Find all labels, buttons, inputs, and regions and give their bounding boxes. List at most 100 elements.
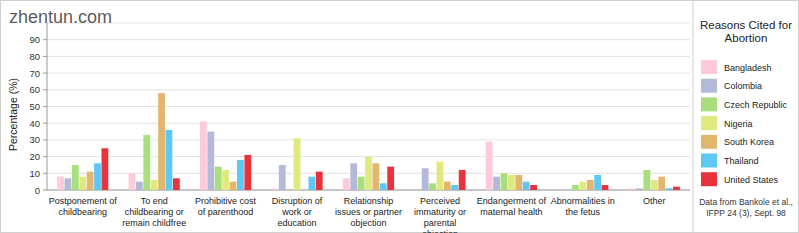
bar bbox=[57, 177, 64, 190]
y-tick-label: 20 bbox=[29, 151, 40, 162]
tick bbox=[43, 106, 47, 107]
legend-label: Colombia bbox=[724, 81, 762, 91]
text-line: Prohibitive cost bbox=[195, 196, 257, 206]
tick bbox=[43, 173, 47, 174]
bar bbox=[557, 190, 564, 191]
bar bbox=[380, 183, 387, 190]
bar bbox=[94, 163, 101, 190]
bar bbox=[451, 185, 458, 190]
text-line: To end bbox=[141, 196, 168, 206]
chart: 0102030405060708090Percentage (%)Postpon… bbox=[0, 0, 799, 233]
bar bbox=[636, 188, 643, 190]
legend: Reasons Cited forAbortion Bangladesh Colom… bbox=[700, 19, 792, 186]
y-tick-label: 0 bbox=[35, 185, 40, 196]
bar bbox=[486, 142, 493, 190]
x-tick-label: Abnormalities inthe fetus bbox=[551, 196, 615, 217]
watermark: zhentun.com bbox=[9, 7, 112, 27]
text-line: IFPP 24 (3), Sept. 98 bbox=[706, 208, 786, 218]
bar bbox=[444, 182, 451, 190]
legend-swatch bbox=[701, 154, 717, 168]
bar bbox=[79, 177, 86, 190]
x-tick-label: Perceivedimmaturity orparentalobjection bbox=[414, 196, 466, 233]
text-line: Endangerment of bbox=[477, 196, 547, 206]
text-line: maternal health bbox=[480, 207, 542, 217]
text-line: objection bbox=[350, 218, 386, 228]
text-line: Relationship bbox=[344, 196, 394, 206]
bar bbox=[279, 165, 286, 190]
text-line: remain childfree bbox=[122, 218, 186, 228]
grid-line bbox=[47, 123, 690, 124]
bar bbox=[286, 190, 293, 191]
grid-line bbox=[47, 56, 690, 57]
bar bbox=[673, 187, 680, 190]
bar bbox=[230, 182, 237, 190]
bar bbox=[301, 190, 308, 191]
grid-line bbox=[47, 106, 690, 107]
x-tick-label: Other bbox=[643, 196, 666, 206]
text-line: parental bbox=[424, 218, 457, 228]
bar bbox=[387, 167, 394, 190]
bar bbox=[579, 182, 586, 190]
bar bbox=[215, 167, 222, 190]
y-tick-label: 90 bbox=[29, 34, 40, 45]
text-line: the fetus bbox=[566, 207, 601, 217]
x-tick-label: Postponement ofchildbearing bbox=[49, 196, 118, 217]
bar bbox=[173, 178, 180, 190]
bars bbox=[57, 93, 680, 190]
grid bbox=[43, 40, 690, 190]
bar bbox=[358, 177, 365, 190]
bar bbox=[129, 173, 136, 190]
grid-line bbox=[47, 89, 690, 90]
bar bbox=[271, 188, 278, 190]
range-end bbox=[47, 23, 690, 24]
x-tick-label: Relationshipissues or partnerobjection bbox=[335, 196, 402, 228]
text-line: Postponement of bbox=[49, 196, 118, 206]
text-line: Abortion bbox=[725, 32, 768, 44]
bar bbox=[459, 170, 466, 190]
bar bbox=[501, 173, 508, 190]
legend-label: United States bbox=[724, 175, 779, 185]
bar bbox=[308, 177, 315, 190]
bar bbox=[365, 157, 372, 190]
bar bbox=[143, 135, 150, 190]
source-note: Data from Bankole et al.,IFPP 24 (3), Se… bbox=[699, 197, 793, 218]
bar bbox=[222, 170, 229, 190]
bar bbox=[166, 130, 173, 190]
text-line: Perceived bbox=[420, 196, 460, 206]
bar bbox=[587, 180, 594, 190]
text-line: education bbox=[278, 218, 317, 228]
bar bbox=[572, 185, 579, 190]
bar bbox=[422, 168, 429, 190]
bar bbox=[244, 155, 251, 190]
grid-line bbox=[47, 39, 690, 40]
bar bbox=[200, 122, 207, 190]
legend-label: Thailand bbox=[724, 156, 759, 166]
bar bbox=[602, 185, 609, 190]
text-line: Disruption of bbox=[272, 196, 323, 206]
bar bbox=[530, 185, 537, 190]
text-line: childbearing or bbox=[125, 207, 184, 217]
text-line: of parenthood bbox=[198, 207, 254, 217]
tick bbox=[43, 56, 47, 57]
legend-label: Bangladesh bbox=[724, 63, 772, 73]
bar bbox=[658, 177, 665, 190]
legend-swatch bbox=[701, 116, 717, 130]
x-tick-label: Endangerment ofmaternal health bbox=[477, 196, 547, 217]
legend-label: Nigeria bbox=[724, 119, 753, 129]
bar bbox=[158, 93, 165, 190]
x-tick-label: To endchildbearing orremain childfree bbox=[122, 196, 186, 228]
tick bbox=[43, 156, 47, 157]
bar bbox=[515, 175, 522, 190]
tick bbox=[43, 123, 47, 124]
legend-title: Reasons Cited forAbortion bbox=[700, 19, 792, 44]
text-line: Abnormalities in bbox=[551, 196, 615, 206]
y-tick-label: 70 bbox=[29, 68, 40, 79]
y-axis bbox=[47, 23, 48, 190]
y-tick-label: 30 bbox=[29, 134, 40, 145]
y-axis-label: Percentage (%) bbox=[7, 78, 19, 151]
bar bbox=[136, 182, 143, 190]
text-line: work or bbox=[281, 207, 312, 217]
bar bbox=[151, 180, 158, 190]
frame bbox=[1, 1, 799, 233]
tick bbox=[43, 73, 47, 74]
